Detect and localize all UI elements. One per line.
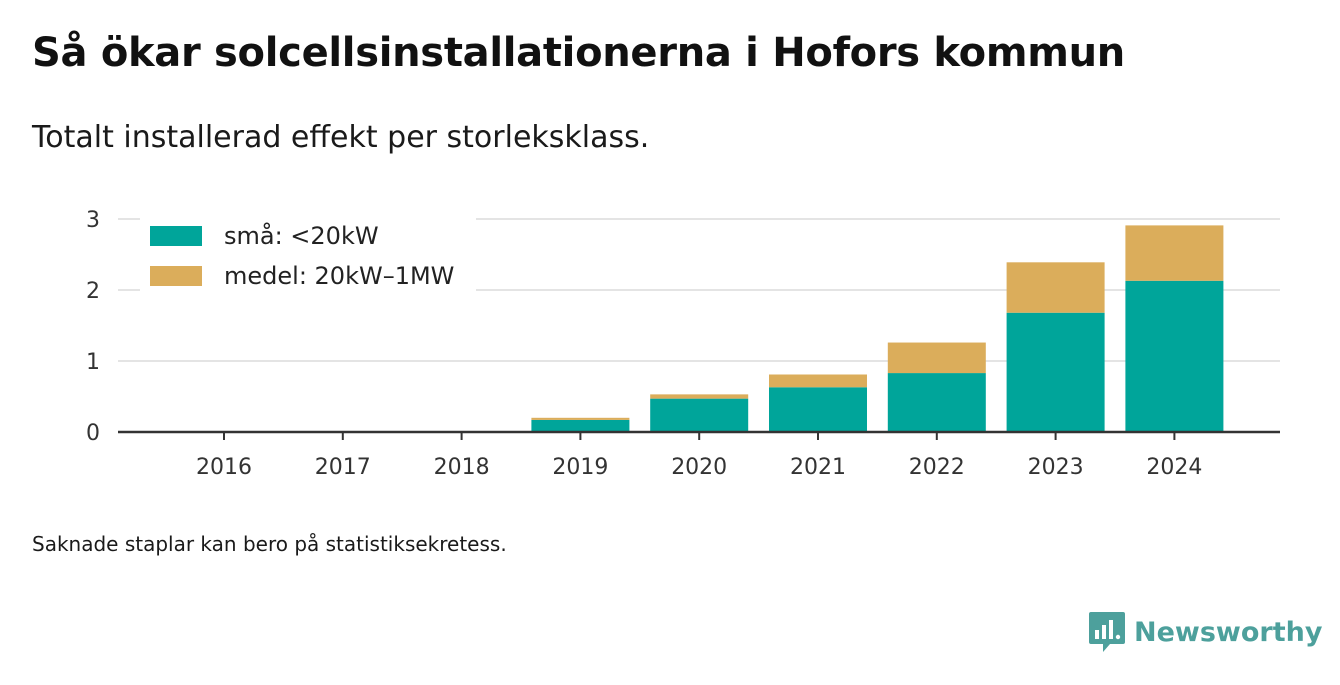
x-tick-label: 2016	[196, 455, 252, 480]
bar-segment	[1125, 280, 1224, 432]
x-tick-label: 2020	[671, 455, 727, 480]
bar-segment	[769, 374, 867, 388]
legend-label: medel: 20kW–1MW	[224, 262, 454, 290]
bar-segment	[531, 417, 630, 420]
bar-segment	[650, 398, 749, 432]
bar-segment	[650, 394, 749, 399]
chart-subtitle: Totalt installerad effekt per storlekskl…	[32, 120, 650, 155]
chart-title: Så ökar solcellsinstallationerna i Hofor…	[32, 30, 1125, 76]
x-tick-label: 2021	[790, 455, 846, 480]
bar-segment	[887, 373, 986, 432]
x-tick-label: 2019	[552, 455, 608, 480]
legend-swatch	[150, 226, 202, 246]
footnote: Saknade staplar kan bero på statistiksek…	[32, 532, 507, 556]
bar-segment	[769, 387, 867, 432]
stacked-bar-chart: 0 1 2 3 små: <20kW medel: 20kW–1MW 2016 2017 201…	[86, 208, 1280, 480]
bar-segment	[1125, 225, 1224, 281]
legend-swatch	[150, 266, 202, 286]
y-tick-label: 0	[86, 421, 100, 446]
x-tick-label: 2017	[315, 455, 371, 480]
x-tick-label: 2018	[434, 455, 490, 480]
brand-logo: Newsworthy	[1088, 610, 1322, 654]
bar-segment	[887, 342, 986, 374]
bar-segment	[1006, 312, 1105, 432]
x-tick-label: 2023	[1028, 455, 1084, 480]
x-tick-label: 2022	[909, 455, 965, 480]
y-tick-label: 1	[86, 350, 100, 375]
bar-segment	[531, 419, 630, 432]
y-tick-label: 3	[86, 208, 100, 233]
legend-label: små: <20kW	[224, 221, 379, 250]
bar-segment	[1006, 262, 1105, 313]
y-tick-label: 2	[86, 279, 100, 304]
newsworthy-logo-icon	[1089, 612, 1125, 652]
x-tick-label: 2024	[1146, 455, 1202, 480]
brand-name: Newsworthy	[1134, 616, 1323, 648]
